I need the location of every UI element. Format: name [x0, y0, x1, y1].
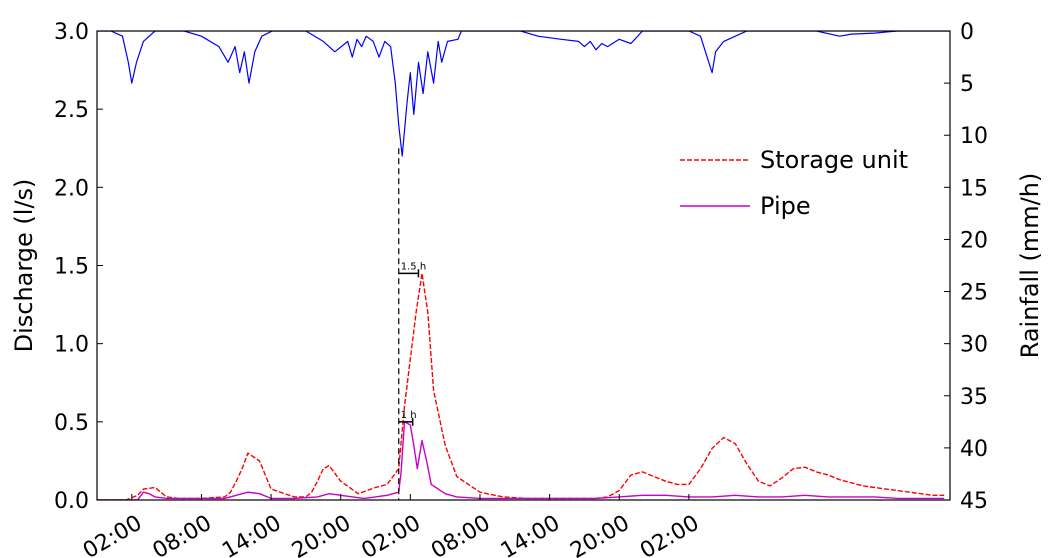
- right-axis: 0 5 10 15 20 25 30 35 40 45: [944, 20, 988, 514]
- bottom-axis: 02:00 08:00 14:00 20:00 02:00 08:00 14:00 20:00…: [79, 494, 703, 558]
- y2-tick-label: 20: [960, 228, 988, 253]
- y2-tick-label: 40: [960, 437, 988, 462]
- y-tick-label: 0.0: [54, 489, 89, 514]
- x-tick-label: 14:00: [497, 511, 564, 558]
- y2-tick-label: 25: [960, 281, 988, 306]
- y2-tick-label: 45: [960, 489, 988, 514]
- y2-tick-label: 10: [960, 124, 988, 149]
- plot-area: [97, 31, 950, 500]
- lag-label: 1 h: [401, 410, 417, 421]
- plot-frame: [96, 30, 951, 501]
- legend-label-pipe: Pipe: [760, 192, 811, 220]
- y2-tick-label: 35: [960, 385, 988, 410]
- y2-tick-label: 30: [960, 333, 988, 358]
- y-tick-label: 3.0: [54, 20, 89, 45]
- y-tick-label: 0.5: [54, 411, 89, 436]
- annotations: 1.5 h 1 h: [398, 261, 426, 426]
- x-tick-label: 02:00: [79, 511, 146, 558]
- x-tick-label: 02:00: [358, 511, 425, 558]
- left-axis: 0.0 0.5 1.0 1.5 2.0 2.5 3.0: [54, 20, 103, 514]
- x-tick-label: 08:00: [149, 511, 216, 558]
- y-tick-label: 1.5: [54, 255, 89, 280]
- x-tick-label: 08:00: [427, 511, 494, 558]
- series-line-storage-unit: [97, 272, 945, 500]
- y2-tick-label: 15: [960, 176, 988, 201]
- x-tick-label: 20:00: [566, 511, 633, 558]
- y-tick-label: 1.0: [54, 333, 89, 358]
- legend: Storage unit Pipe: [680, 146, 908, 220]
- y2-tick-label: 0: [960, 20, 974, 45]
- y2-tick-label: 5: [960, 72, 974, 97]
- series-line-rainfall: [97, 31, 950, 157]
- y-axis-title: Discharge (l/s): [10, 179, 38, 353]
- x-tick-label: 02:00: [636, 511, 703, 558]
- lag-label: 1.5 h: [401, 261, 426, 272]
- x-tick-label: 20:00: [288, 511, 355, 558]
- y2-axis-title: Rainfall (mm/h): [1016, 173, 1044, 359]
- series-line-pipe: [97, 421, 945, 500]
- x-tick-label: 14:00: [218, 511, 285, 558]
- legend-label-storage-unit: Storage unit: [760, 146, 908, 174]
- y-tick-label: 2.5: [54, 98, 89, 123]
- y-tick-label: 2.0: [54, 176, 89, 201]
